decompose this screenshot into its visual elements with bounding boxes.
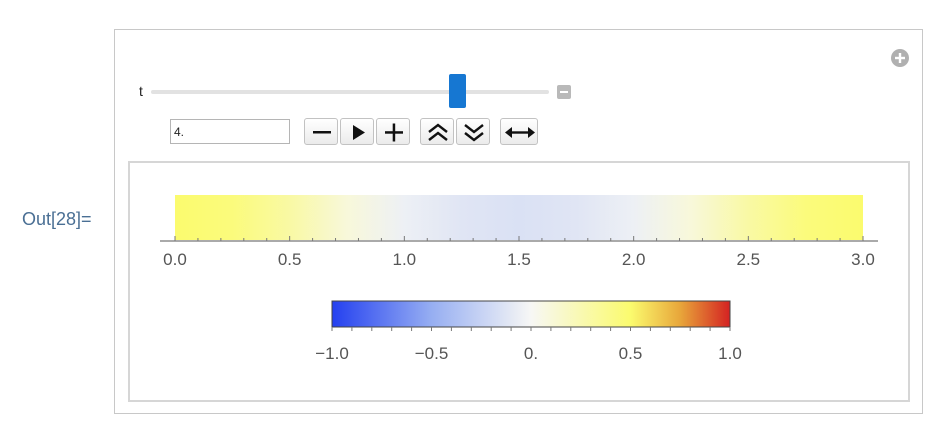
x-tick-label: 3.0 <box>851 250 875 269</box>
double-chevron-up-icon <box>428 123 448 141</box>
plus-icon <box>385 123 403 142</box>
slower-button[interactable] <box>456 118 490 145</box>
x-tick-label: 2.5 <box>737 250 761 269</box>
increment-button[interactable] <box>376 118 410 145</box>
play-icon <box>353 125 365 140</box>
left-right-arrow-icon <box>505 127 535 138</box>
x-tick-label: 1.0 <box>393 250 417 269</box>
double-chevron-down-icon <box>464 124 484 142</box>
minus-icon <box>313 131 331 134</box>
x-tick-label: 0.0 <box>163 250 187 269</box>
colorbar-tick-label: −0.5 <box>415 344 449 363</box>
x-tick-label: 2.0 <box>622 250 646 269</box>
density-strip <box>175 195 863 240</box>
faster-button[interactable] <box>420 118 454 145</box>
output-label: Out[28]= <box>22 209 92 229</box>
add-circle-icon[interactable] <box>890 48 910 68</box>
x-tick-label: 0.5 <box>278 250 302 269</box>
direction-button[interactable] <box>500 118 538 145</box>
colorbar-tick-label: 0. <box>524 344 538 363</box>
x-axis-ticks: 0.0 0.5 1.0 1.5 2.0 2.5 3.0 <box>163 236 875 269</box>
colorbar-ticks: −1.0 −0.5 0. 0.5 1.0 <box>315 327 742 363</box>
colorbar <box>331 300 731 328</box>
collapse-controls-icon[interactable] <box>557 85 571 99</box>
x-tick-label: 1.5 <box>507 250 531 269</box>
slider-label: t <box>139 83 143 99</box>
colorbar-tick-label: 0.5 <box>619 344 643 363</box>
slider-thumb[interactable] <box>448 74 466 108</box>
slider-value-input[interactable] <box>170 119 290 144</box>
colorbar-tick-label: 1.0 <box>718 344 742 363</box>
play-button[interactable] <box>340 118 374 145</box>
colorbar-tick-label: −1.0 <box>315 344 349 363</box>
decrement-button[interactable] <box>304 118 338 145</box>
slider-track[interactable] <box>151 90 549 94</box>
